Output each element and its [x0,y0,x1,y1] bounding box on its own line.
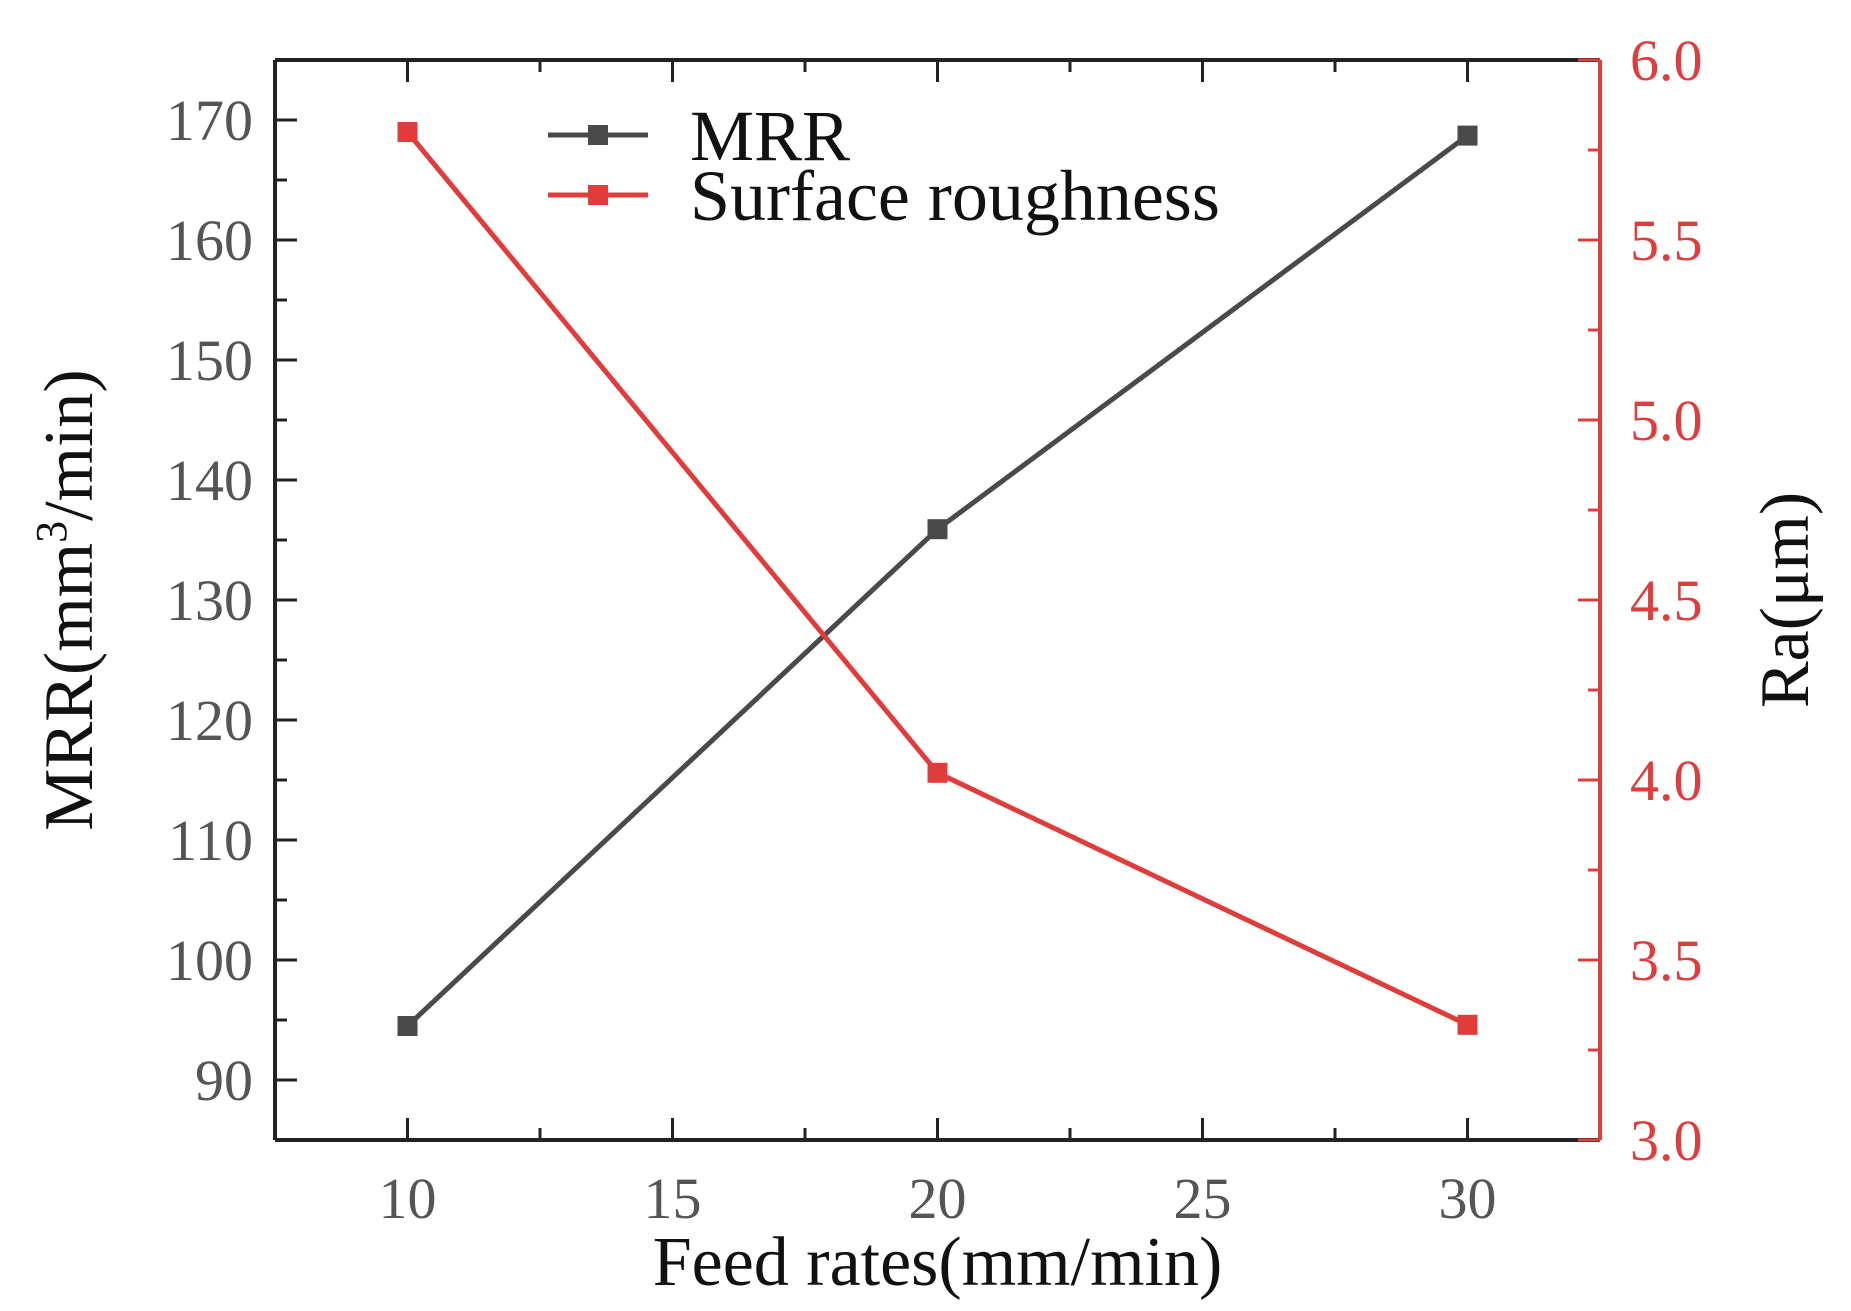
left-tick-label: 130 [166,568,253,633]
series-surface-roughness [397,122,1478,1035]
left-tick-label: 140 [166,448,253,513]
right-tick-label: 3.5 [1630,928,1703,993]
left-tick-label: 120 [166,688,253,753]
left-tick-label: 100 [166,928,253,993]
right-axis-title: Ra(μm) [1747,492,1824,708]
right-tick-label: 5.5 [1630,208,1703,273]
legend-marker [588,125,608,145]
left-tick-label: 170 [166,88,253,153]
right-tick-label: 4.5 [1630,568,1703,633]
series-layer [397,122,1478,1036]
legend-marker [588,185,608,205]
axis-titles: Feed rates(mm/min) MRR(mm3/min) Ra(μm) [27,369,1824,1301]
legend-label: MRR [690,96,850,176]
left-tick-label: 90 [195,1048,253,1113]
x-tick-label: 15 [644,1166,702,1231]
data-point [1457,125,1478,146]
x-tick-label: 25 [1174,1166,1232,1231]
data-point [397,122,418,142]
series-mrr [397,125,1478,1036]
left-tick-label: 160 [166,208,253,273]
legend-label: Surface roughness [690,156,1220,236]
left-tick-label: 150 [166,328,253,393]
series-line [405,133,1469,1028]
x-tick-label: 10 [379,1166,437,1231]
x-tick-label: 20 [909,1166,967,1231]
x-axis-title: Feed rates(mm/min) [653,1224,1223,1301]
data-point [1457,1014,1478,1035]
axes: 10 15 20 25 30 90 100 110 120 130 140 150 160 170 3.0 3… [166,28,1703,1231]
right-tick-label: 3.0 [1630,1108,1703,1173]
x-tick-label: 30 [1439,1166,1497,1231]
data-point [927,519,948,540]
right-tick-label: 5.0 [1630,388,1703,453]
right-tick-label: 6.0 [1630,28,1703,93]
right-tick-label: 4.0 [1630,748,1703,813]
left-axis-title: MRR(mm3/min) [27,369,108,830]
left-tick-label: 110 [168,808,253,873]
data-point [397,1016,418,1036]
data-point [927,762,948,783]
series-line [405,130,1469,1028]
